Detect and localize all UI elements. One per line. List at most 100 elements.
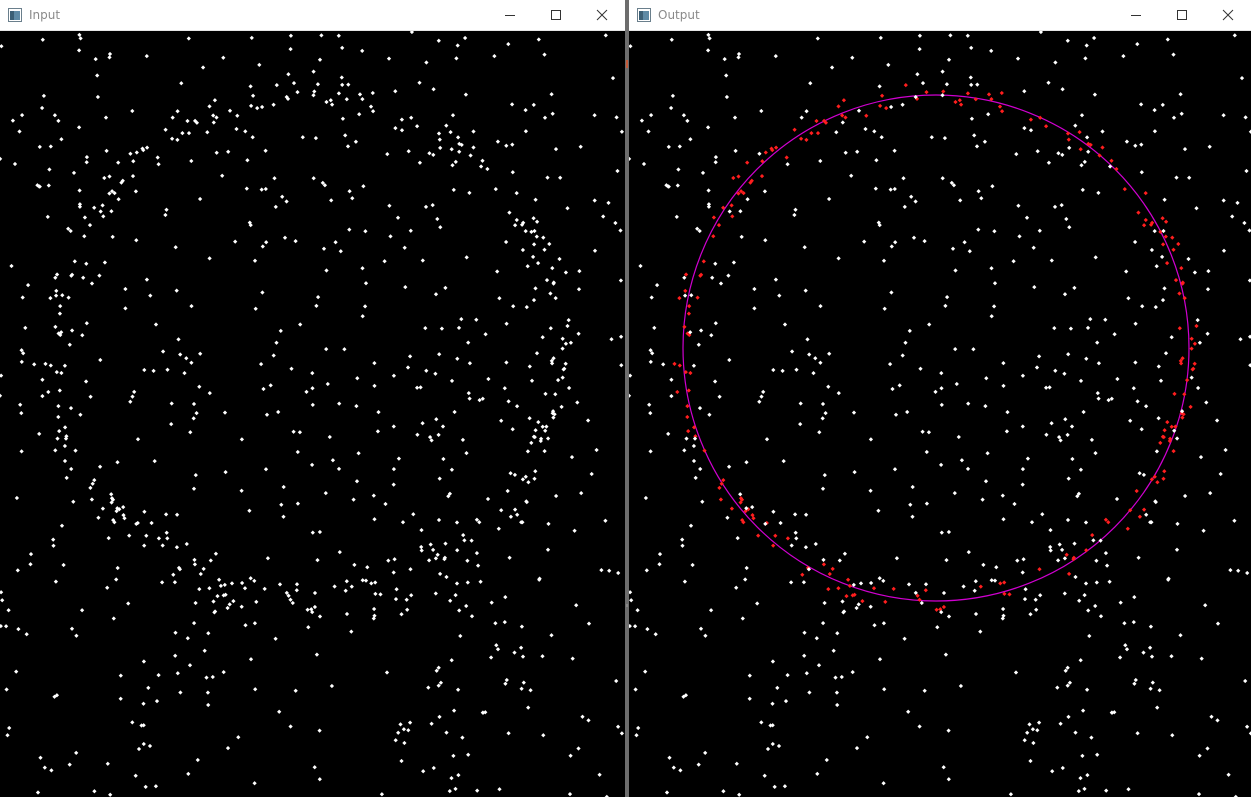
data-point [619,731,625,736]
data-point [938,462,944,468]
output-window[interactable]: Output [629,0,1251,797]
data-point [453,159,458,165]
data-point [994,565,999,570]
close-button[interactable] [579,0,625,30]
data-point [874,158,879,163]
inlier-point [1177,326,1182,331]
data-point [431,765,436,771]
data-point [1031,740,1036,746]
data-point [953,268,958,273]
data-point [1131,386,1136,391]
data-point [634,733,639,738]
data-point [982,139,988,144]
data-point [403,284,408,290]
data-point [84,154,90,160]
data-point [279,502,284,507]
data-point [1004,429,1010,434]
data-point [940,176,945,181]
inlier-point [1178,358,1183,364]
data-point [233,239,238,244]
inlier-point [1077,129,1082,135]
inlier-point [740,517,745,523]
data-point [310,530,315,535]
data-point [1156,416,1161,421]
data-point [312,590,318,596]
data-point [427,151,432,156]
data-point [430,547,436,553]
data-point [1028,758,1033,764]
data-point [55,436,60,441]
data-point [493,186,498,192]
data-point [76,48,82,53]
inlier-point [1189,346,1194,351]
inlier-point [1167,438,1172,444]
data-point [423,325,428,331]
inlier-point [1137,514,1143,519]
maximize-button[interactable] [533,0,579,30]
data-point [525,264,530,269]
close-button[interactable] [1205,0,1251,30]
data-point [953,346,958,352]
data-point [264,240,269,245]
data-point [239,437,245,442]
inlier-point [1002,591,1007,597]
minimize-button[interactable] [1113,0,1159,30]
data-point [548,291,553,296]
data-point [448,598,453,603]
inlier-point [1128,508,1133,513]
data-point [969,116,975,121]
data-point [820,486,826,491]
data-point [817,430,822,435]
data-point [906,709,911,714]
data-point [0,623,3,629]
data-point [361,184,366,189]
data-point [560,346,565,351]
data-point [322,183,328,188]
data-point [59,370,64,376]
data-point [391,424,396,429]
data-point [808,81,813,86]
data-point [773,53,778,59]
data-point [576,746,581,751]
data-point [443,285,448,291]
output-titlebar[interactable]: Output [629,0,1251,31]
data-point [74,750,79,756]
data-point [133,773,138,778]
input-window[interactable]: Input [0,0,625,797]
data-point [737,792,742,797]
data-point [629,590,633,595]
data-point [1015,56,1021,61]
data-point [1140,304,1145,309]
data-point [514,217,519,223]
data-point [601,214,606,219]
inlier-point [871,586,877,591]
inlier-point [1114,166,1119,172]
inlier-point [1150,220,1155,225]
data-point [629,44,633,49]
maximize-button[interactable] [1159,0,1205,30]
data-point [20,295,25,300]
data-point [1073,123,1078,128]
data-point [221,55,226,60]
data-point [61,562,66,568]
data-point [169,136,175,141]
data-point [191,401,197,407]
inlier-point [672,361,677,367]
data-point [79,608,85,613]
data-point [146,685,151,691]
data-point [1049,258,1054,263]
data-point [1239,75,1245,81]
inlier-point [836,586,841,591]
data-point [946,614,952,619]
input-titlebar[interactable]: Input [0,0,625,31]
data-point [236,735,241,740]
minimize-button[interactable] [487,0,533,30]
data-point [1132,239,1138,245]
data-point [475,563,481,568]
data-point [540,335,545,340]
data-point [103,115,109,120]
data-point [1083,56,1088,61]
data-point [278,328,283,334]
data-point [958,198,963,203]
data-point [1064,216,1069,222]
